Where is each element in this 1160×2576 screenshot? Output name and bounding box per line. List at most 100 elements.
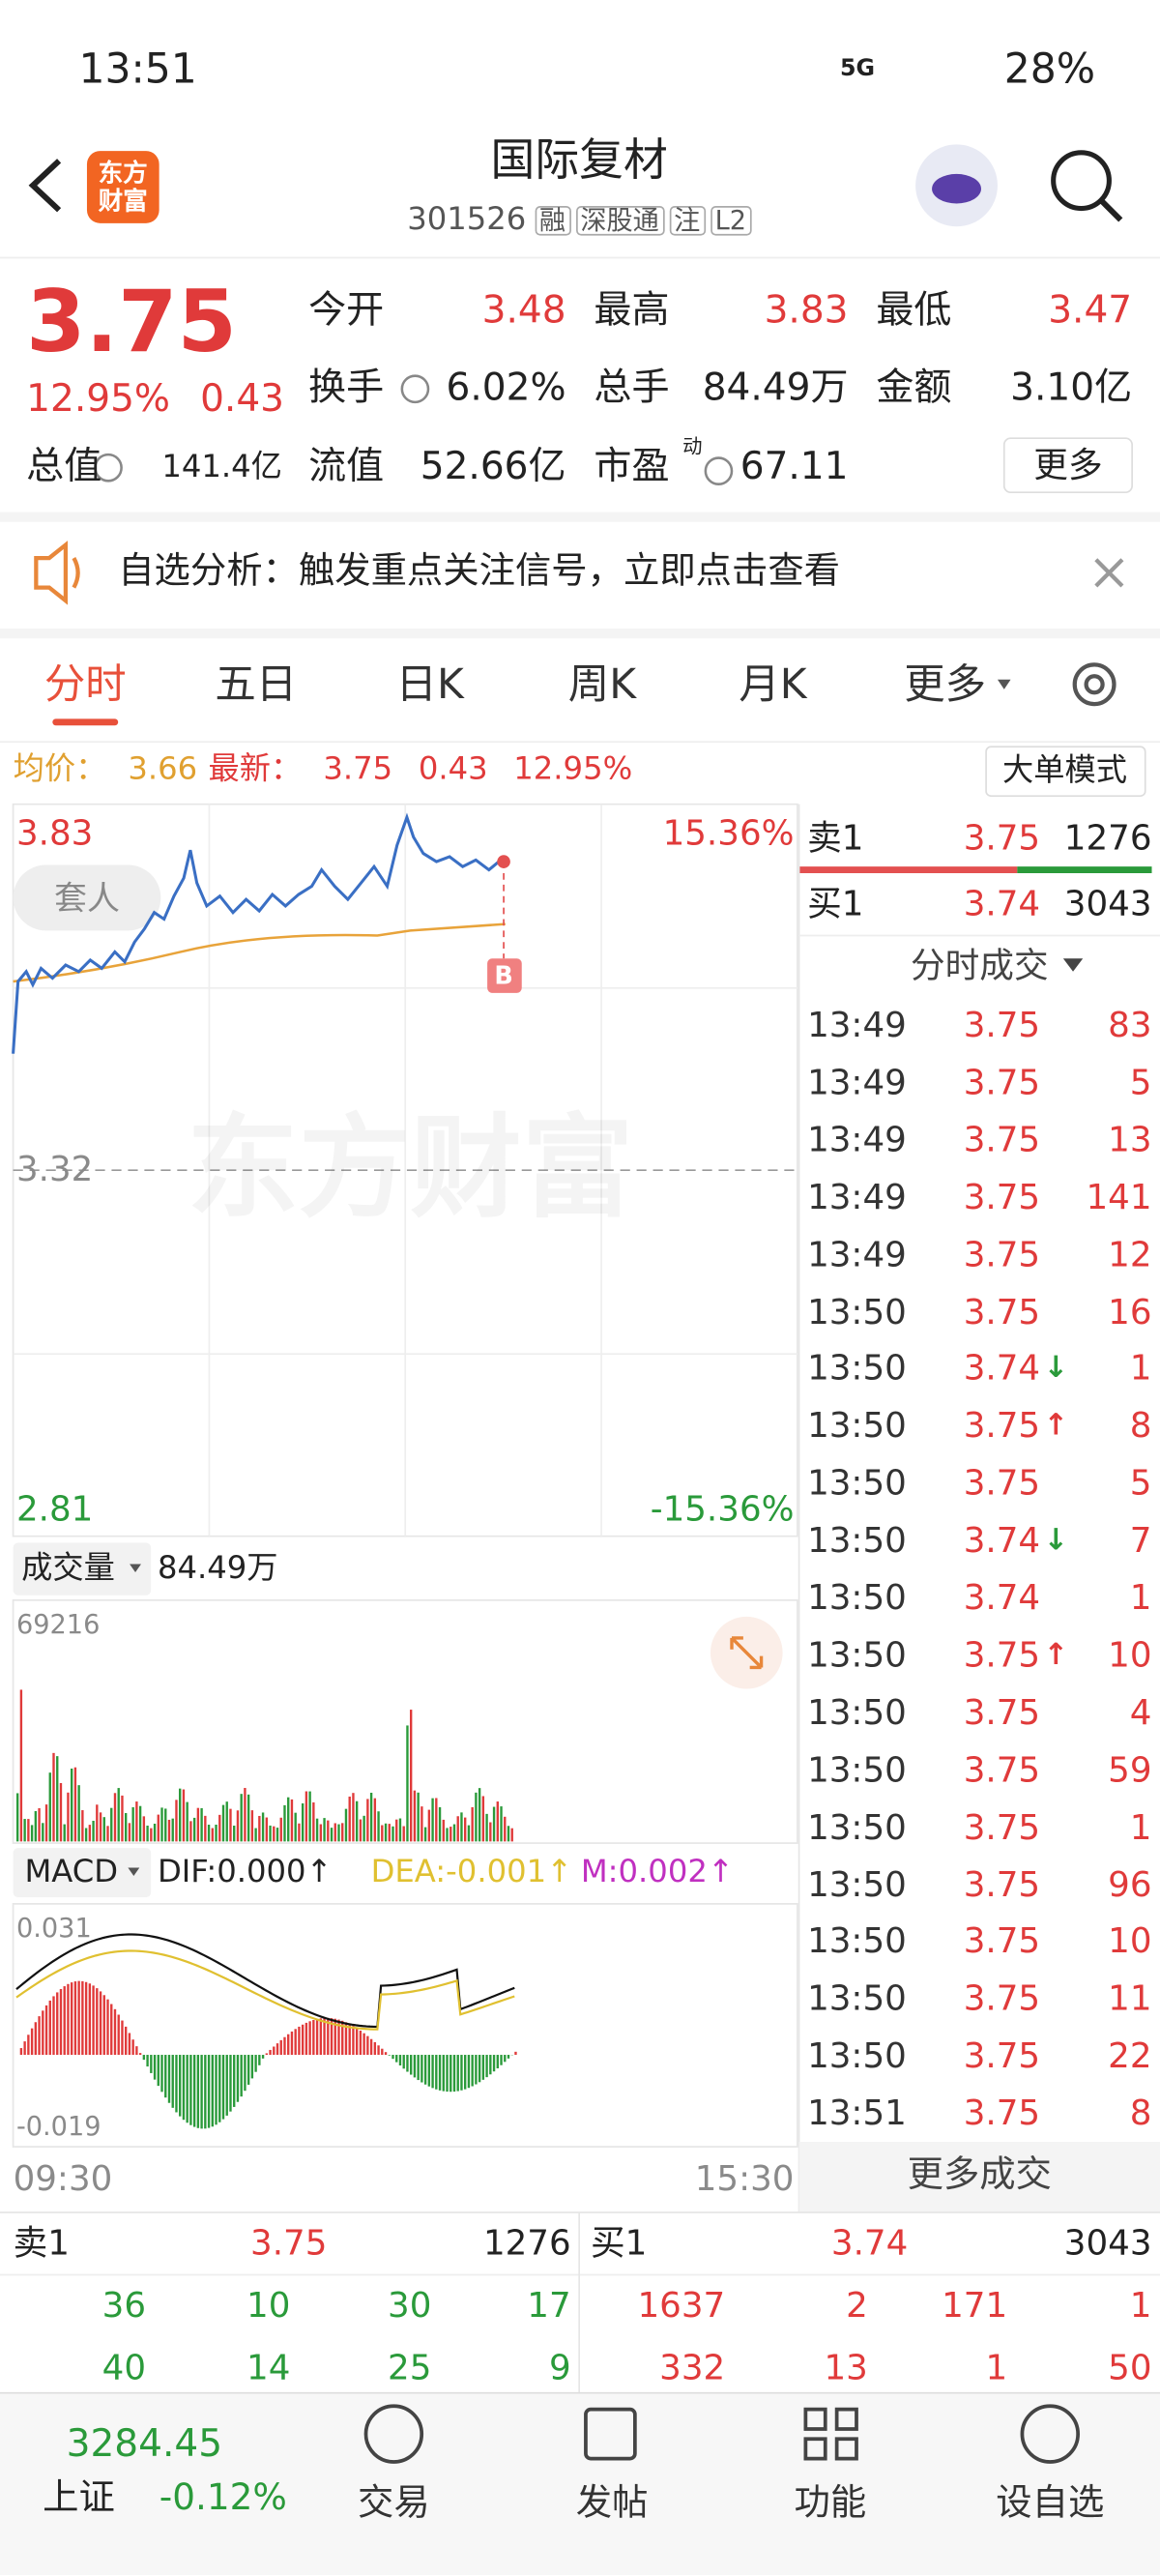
macd-bar-decor [431, 2055, 434, 2089]
nav-item[interactable]: 设自选 [996, 2483, 1105, 2525]
volume-bar-decor [196, 1807, 200, 1842]
macd-bar-decor [279, 2039, 282, 2056]
back-icon[interactable] [28, 159, 62, 213]
volume-bar-decor [438, 1806, 442, 1842]
tag[interactable]: 套人 [54, 878, 120, 918]
volume-label-bg[interactable] [13, 1542, 152, 1595]
volume-bar-decor [485, 1813, 488, 1842]
trade-time: 13:50 [807, 2035, 907, 2076]
volume-bar-decor [70, 1769, 73, 1842]
tab[interactable]: 月K [739, 660, 807, 709]
macd-bar-decor [402, 2055, 405, 2069]
more-button[interactable]: 更多 [1033, 445, 1103, 485]
battery: 28% [1003, 44, 1096, 93]
volume-bar-decor [388, 1824, 391, 1842]
volume-bar-decor [359, 1819, 362, 1842]
volume-bar-decor [254, 1828, 257, 1842]
macd-bar-decor [481, 2055, 485, 2080]
macd-bar-decor [265, 2053, 269, 2056]
volume-max: 69216 [15, 1608, 101, 1640]
close-icon[interactable] [1094, 558, 1124, 588]
volume-bar-decor [233, 1825, 236, 1842]
volume-bar-decor [392, 1826, 394, 1842]
time-end: 15:30 [694, 2158, 795, 2199]
post-icon[interactable] [584, 2407, 637, 2461]
macd-bar-decor [211, 2055, 214, 2127]
volume-bar-decor [464, 1817, 467, 1842]
volume-bar-decor [160, 1807, 163, 1842]
volume-bar-decor [446, 1828, 449, 1842]
volume-bar-decor [398, 1818, 402, 1842]
axis-high: 3.83 [15, 813, 94, 853]
tab[interactable]: 分时 [44, 660, 127, 709]
tag-pill[interactable] [13, 864, 161, 931]
big-order-border[interactable] [985, 746, 1146, 798]
macd-bar-decor [514, 2051, 517, 2056]
volume-bar-decor [258, 1815, 261, 1842]
macd-bar-decor [409, 2055, 413, 2075]
nav-item[interactable]: 发帖 [575, 2483, 649, 2525]
pe-type: 动 [682, 434, 703, 458]
footer-bg [0, 2392, 1160, 2576]
trades-title[interactable]: 分时成交 [911, 946, 1049, 986]
macd-bar-decor [435, 2055, 438, 2090]
macd-bar-decor [88, 1983, 92, 2056]
tab[interactable]: 周K [567, 660, 637, 709]
more-trades-bg[interactable] [798, 2141, 1160, 2212]
volume-bar-decor [304, 1791, 308, 1842]
macd-bar-decor [179, 2055, 182, 2117]
macd-bar-decor [496, 2055, 499, 2069]
volume-bar-decor [142, 1816, 146, 1842]
macd-bar-decor [73, 1981, 77, 2056]
field-label: 金额 [876, 366, 952, 410]
axis-low: 2.81 [15, 1489, 94, 1530]
volume-bar-decor [330, 1828, 334, 1842]
settings-icon[interactable] [1072, 662, 1116, 707]
ask-label: 卖1 [13, 2223, 70, 2263]
bid-depth: 171 [942, 2285, 1008, 2326]
tab[interactable]: 更多 [904, 660, 987, 709]
macd-bar-decor [192, 2055, 196, 2127]
bid-depth: 1 [1129, 2285, 1152, 2326]
trade-volume: 16 [1108, 1291, 1152, 1332]
volume-bar-decor [244, 1788, 246, 1842]
bid-label: 买1 [807, 884, 864, 923]
macd-bar-decor [315, 2018, 319, 2056]
macd-bar-decor [327, 2017, 330, 2056]
macd-bar-decor [362, 2033, 365, 2056]
macd-bar-decor [218, 2055, 221, 2122]
trade-price: 3.75 [963, 1692, 1041, 1733]
nav-item[interactable]: 功能 [794, 2483, 867, 2525]
macd-label-bg[interactable] [13, 1848, 152, 1898]
tab[interactable]: 日K [395, 660, 464, 709]
chart-grid [13, 804, 798, 1537]
volume-bar-decor [467, 1825, 471, 1842]
search-icon[interactable] [1051, 150, 1112, 212]
tab[interactable]: 五日 [215, 660, 298, 709]
macd-bar-decor [290, 2031, 294, 2056]
logo: 东方财富 [98, 158, 148, 216]
function-icon[interactable] [803, 2407, 858, 2461]
time-start: 09:30 [13, 2158, 113, 2199]
more-button-border[interactable] [1002, 437, 1133, 494]
big-order-button[interactable]: 大单模式 [1002, 752, 1128, 789]
volume-bar-decor [334, 1823, 336, 1842]
bid-depth: 332 [659, 2348, 726, 2387]
nav-item[interactable]: 交易 [358, 2483, 430, 2525]
volume-label[interactable]: 成交量 [21, 1550, 115, 1587]
volume-bar-decor [67, 1792, 70, 1842]
dropdown-caret [128, 1867, 140, 1877]
ask-label: 卖1 [807, 818, 864, 858]
marker-bg [487, 958, 522, 993]
trade-price: 3.75 [963, 1463, 1041, 1504]
macd-label[interactable]: MACD [24, 1854, 119, 1890]
more-trades[interactable]: 更多成交 [907, 2154, 1052, 2197]
macd-frame [12, 1903, 798, 2148]
trade-icon[interactable] [363, 2404, 424, 2464]
index-value[interactable]: 3284.45 [66, 2423, 223, 2467]
volume-bar-decor [344, 1808, 348, 1842]
bid-depth: 2 [846, 2285, 868, 2326]
banner-text[interactable]: 自选分析：触发重点关注信号，立即点击查看 [118, 551, 841, 593]
volume-bar-decor [381, 1825, 384, 1842]
watchlist-icon[interactable] [1020, 2404, 1081, 2464]
